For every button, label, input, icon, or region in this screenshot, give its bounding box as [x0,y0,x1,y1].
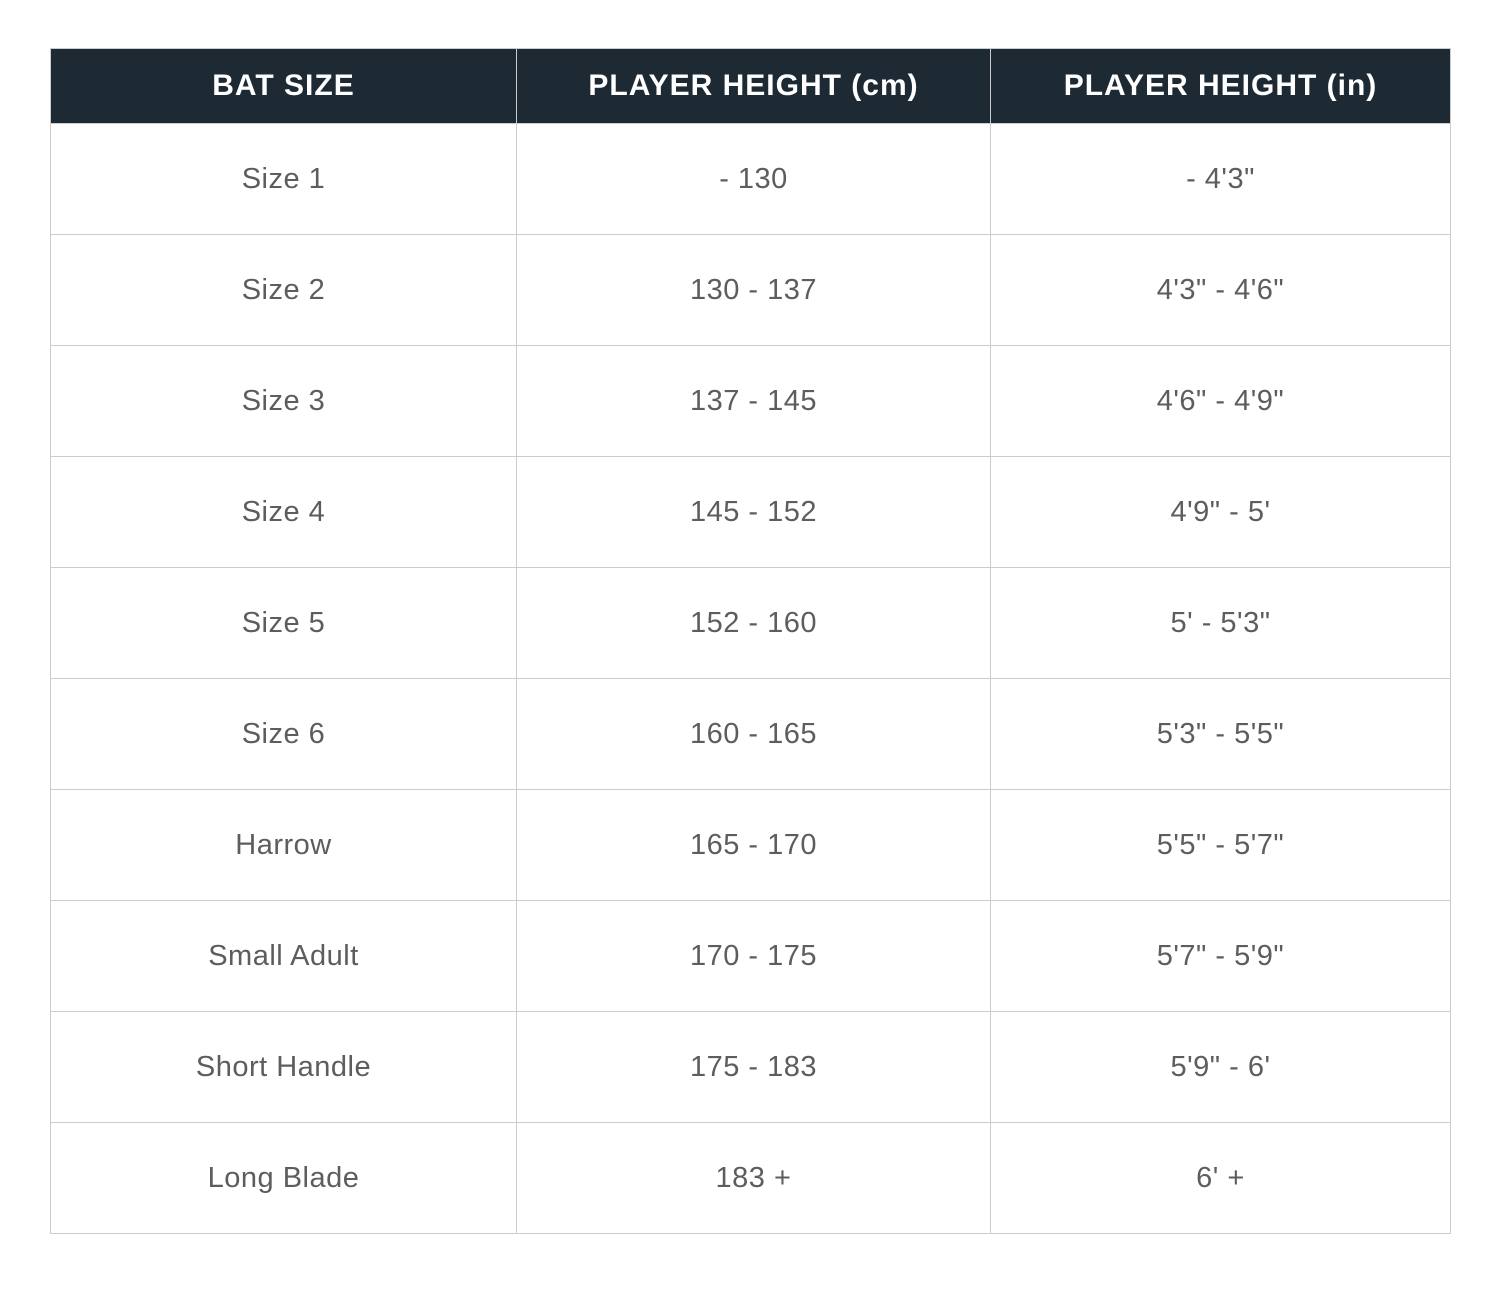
table-row: Size 3 137 - 145 4'6" - 4'9" [50,345,1451,457]
table-row: Size 6 160 - 165 5'3" - 5'5" [50,678,1451,790]
header-cell-player-height-cm: PLAYER HEIGHT (cm) [516,48,991,124]
bat-size-table: BAT SIZE PLAYER HEIGHT (cm) PLAYER HEIGH… [50,48,1451,1234]
table-row: Size 2 130 - 137 4'3" - 4'6" [50,234,1451,346]
height-in-cell: 5'9" - 6' [990,1011,1451,1123]
bat-size-chart-container: BAT SIZE PLAYER HEIGHT (cm) PLAYER HEIGH… [50,48,1451,1234]
bat-size-cell: Size 6 [50,678,517,790]
header-cell-player-height-in: PLAYER HEIGHT (in) [990,48,1451,124]
height-in-cell: 4'9" - 5' [990,456,1451,568]
height-in-cell: 5'5" - 5'7" [990,789,1451,901]
table-header: BAT SIZE PLAYER HEIGHT (cm) PLAYER HEIGH… [50,48,1451,124]
height-cm-cell: 170 - 175 [516,900,991,1012]
bat-size-cell: Short Handle [50,1011,517,1123]
bat-size-cell: Size 5 [50,567,517,679]
height-cm-cell: 165 - 170 [516,789,991,901]
height-in-cell: 5' - 5'3" [990,567,1451,679]
height-in-cell: 5'3" - 5'5" [990,678,1451,790]
height-cm-cell: 183 + [516,1122,991,1234]
table-row: Short Handle 175 - 183 5'9" - 6' [50,1011,1451,1123]
table-row: Long Blade 183 +6' + [50,1122,1451,1234]
bat-size-cell: Size 3 [50,345,517,457]
height-cm-cell: - 130 [516,123,991,235]
height-cm-cell: 130 - 137 [516,234,991,346]
bat-size-cell: Size 4 [50,456,517,568]
height-cm-cell: 175 - 183 [516,1011,991,1123]
height-in-cell: 4'3" - 4'6" [990,234,1451,346]
bat-size-cell: Harrow [50,789,517,901]
height-in-cell: 5'7" - 5'9" [990,900,1451,1012]
table-row: Harrow 165 - 170 5'5" - 5'7" [50,789,1451,901]
bat-size-cell: Size 2 [50,234,517,346]
height-in-cell: 4'6" - 4'9" [990,345,1451,457]
table-row: Size 4 145 - 152 4'9" - 5' [50,456,1451,568]
bat-size-cell: Long Blade [50,1122,517,1234]
height-cm-cell: 160 - 165 [516,678,991,790]
height-in-cell: - 4'3" [990,123,1451,235]
table-row: Size 5 152 - 160 5' - 5'3" [50,567,1451,679]
height-cm-cell: 145 - 152 [516,456,991,568]
table-body: Size 1- 130- 4'3" Size 2 130 - 137 4'3" - 4… [50,123,1451,1234]
height-cm-cell: 137 - 145 [516,345,991,457]
bat-size-cell: Small Adult [50,900,517,1012]
height-in-cell: 6' + [990,1122,1451,1234]
header-row: BAT SIZE PLAYER HEIGHT (cm) PLAYER HEIGH… [50,48,1451,124]
height-cm-cell: 152 - 160 [516,567,991,679]
table-row: Size 1- 130- 4'3" [50,123,1451,235]
table-row: Small Adult 170 - 175 5'7" - 5'9" [50,900,1451,1012]
bat-size-cell: Size 1 [50,123,517,235]
header-cell-bat-size: BAT SIZE [50,48,517,124]
